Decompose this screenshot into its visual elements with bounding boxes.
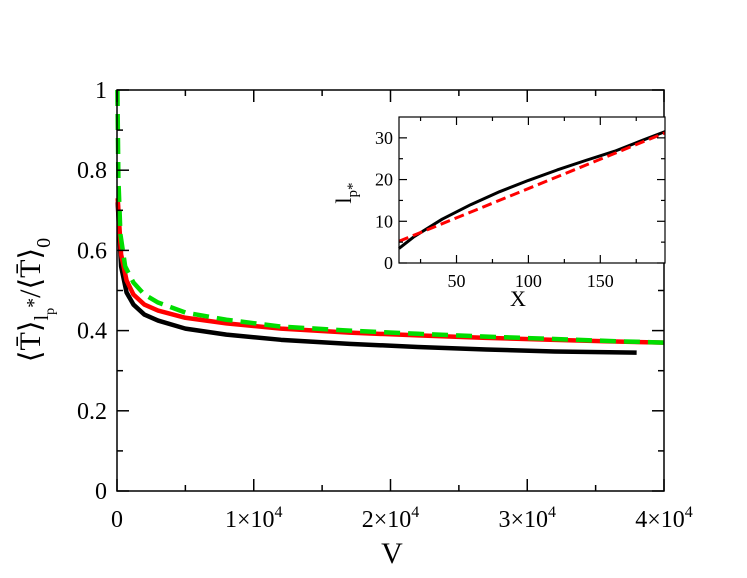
inset-y-tick-label: 30 [375, 128, 393, 148]
inset-plot: 50 100 150 0 10 20 30 [375, 116, 666, 291]
main-y-axis-label: ⟨T̄⟩lp*/⟨T̄⟩0 [14, 238, 58, 362]
inset-x-axis-label: X [510, 286, 526, 311]
main-series-0-line [115, 202, 637, 355]
main-series-group [115, 89, 665, 355]
inset-ticks: 50 100 150 0 10 20 30 [375, 117, 665, 291]
main-x-tick-label: 1×104 [225, 504, 283, 533]
main-y-tick-label: 0 [95, 479, 107, 505]
main-x-tick-label: 0 [111, 507, 123, 533]
main-ticks: 0 1×104 2×104 3×104 4×104 0 0.2 0.4 0.6 0.8 1 [77, 78, 693, 533]
main-y-tick-label: 0.6 [77, 238, 107, 264]
inset-y-tick-label: 10 [375, 211, 393, 231]
main-plot: 0 1×104 2×104 3×104 4×104 0 0.2 0.4 0.6 0.8 1 [77, 78, 693, 533]
inset-series-1-line [398, 131, 666, 243]
main-x-axis-label: V [381, 537, 403, 570]
main-y-tick-label: 1 [95, 78, 107, 104]
inset-x-tick-label: 100 [515, 271, 542, 291]
inset-background [399, 117, 665, 263]
inset-series-0-line [398, 130, 666, 250]
svg-text:lp*: lp* [331, 182, 361, 203]
main-x-tick-label: 2×104 [362, 504, 420, 533]
inset-x-tick-label: 50 [448, 271, 466, 291]
main-y-tick-label: 0.2 [77, 399, 107, 425]
inset-x-tick-label: 150 [587, 271, 614, 291]
inset-y-tick-label: 0 [384, 253, 393, 273]
main-x-tick-label: 4×104 [635, 504, 693, 533]
main-x-tick-label: 3×104 [498, 504, 556, 533]
main-y-tick-label: 0.4 [77, 319, 107, 345]
main-y-tick-label: 0.8 [77, 158, 107, 184]
svg-text:⟨T̄⟩lp*/⟨T̄⟩0: ⟨T̄⟩lp*/⟨T̄⟩0 [14, 238, 58, 362]
main-series-2-line [115, 89, 665, 345]
inset-series-group [398, 130, 666, 250]
inset-axes [398, 116, 666, 264]
inset-y-tick-label: 20 [375, 170, 393, 190]
inset-y-axis-label: lp* [331, 182, 361, 203]
inset-axes-frame [398, 116, 666, 264]
